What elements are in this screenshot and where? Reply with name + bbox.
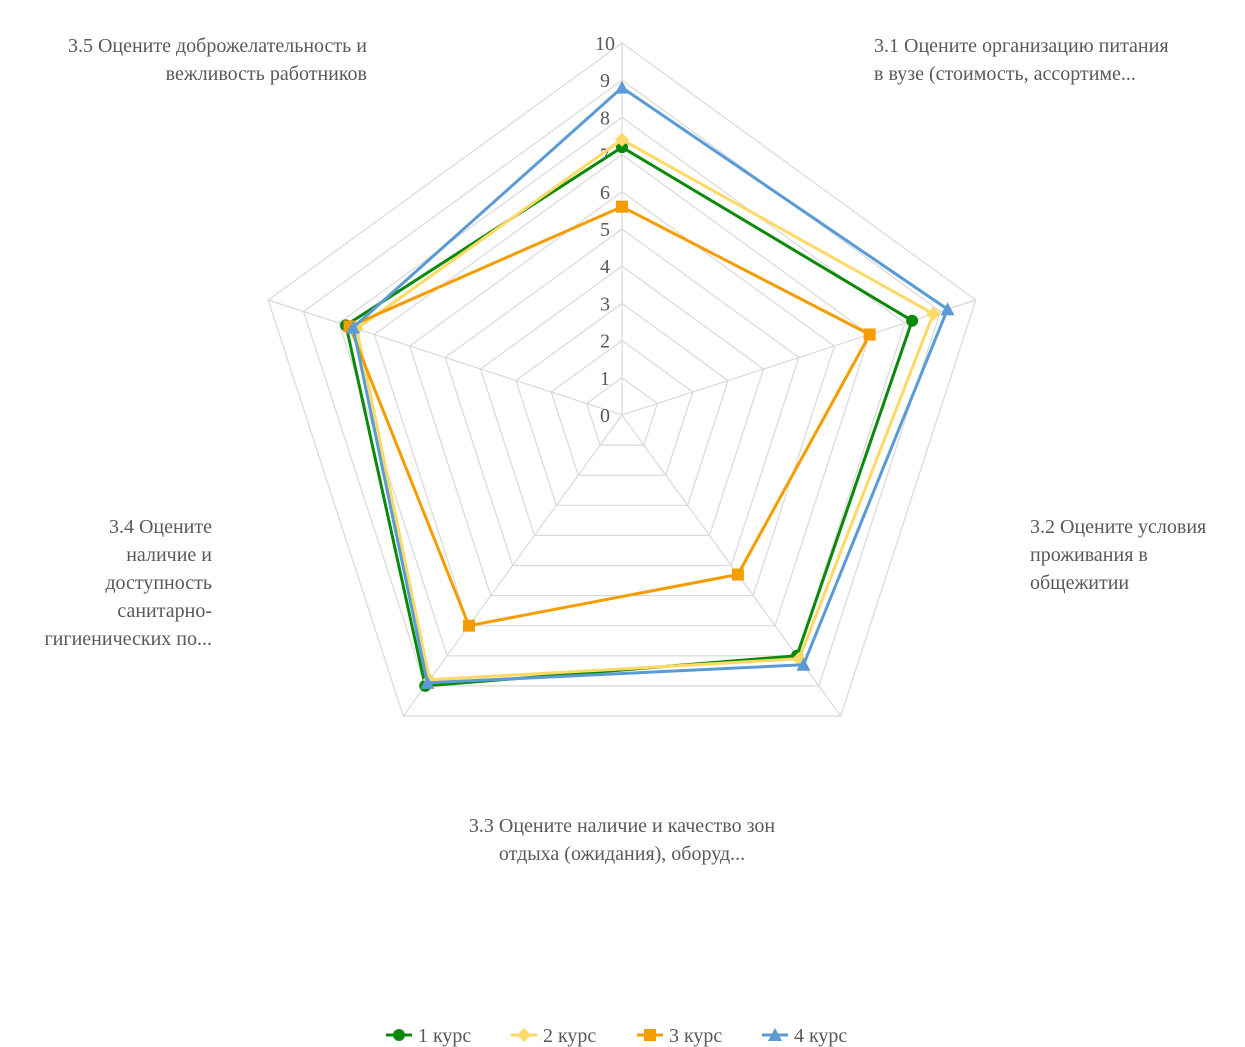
- category-label-3: 3.3 Оцените наличие и качество зон отдыха…: [469, 815, 775, 865]
- category-label-line: общежитии: [1030, 572, 1129, 594]
- grid-ring-2: [550, 339, 694, 476]
- tick-label: 2: [600, 331, 610, 353]
- series-3-point-3: [731, 568, 744, 581]
- legend-item-3: 3 курс: [637, 1025, 722, 1047]
- series-3-point-2: [863, 328, 876, 341]
- grid-ring-10: [267, 42, 977, 717]
- legend-item-1: 1 курс: [386, 1025, 471, 1047]
- category-labels: 3.1 Оцените организацию питания в вузе (с…: [44, 35, 1206, 865]
- series-2-point-2: [926, 306, 941, 321]
- grid-spoke-2: [621, 299, 976, 416]
- legend-marker: [644, 1029, 656, 1041]
- category-label-1: 3.1 Оцените организацию питания в вузе (с…: [874, 35, 1169, 85]
- series-1-point-1: [616, 141, 628, 154]
- category-label-line: 3.3 Оцените наличие и качество зон: [469, 815, 775, 837]
- legend-marker: [517, 1028, 531, 1042]
- category-label-line: гигиенических по...: [44, 628, 212, 650]
- legend-item-4: 4 курс: [762, 1025, 847, 1047]
- series-2: [349, 132, 941, 687]
- series-4-point-4: [420, 675, 435, 689]
- category-label-line: 3.4 Оцените: [109, 516, 212, 538]
- category-label-line: 3.5 Оцените доброжелательность и: [68, 35, 367, 57]
- series-line-4: [351, 86, 949, 685]
- tick-label: 4: [600, 256, 610, 278]
- legend-label: 2 курс: [543, 1025, 596, 1047]
- series-4: [346, 80, 955, 689]
- legend-label: 1 курс: [418, 1025, 471, 1047]
- category-label-line: вежливость работников: [166, 63, 367, 85]
- tick-label: 0: [600, 405, 610, 427]
- category-label-line: доступность: [105, 572, 212, 594]
- grid-ring-9: [302, 79, 942, 687]
- series-4-point-2: [940, 302, 955, 316]
- series-4-point-5: [346, 320, 361, 334]
- category-label-line: в вузе (стоимость, ассортиме...: [874, 63, 1136, 85]
- series-3-point-1: [616, 200, 628, 213]
- tick-label: 5: [600, 219, 610, 241]
- radial-tick-labels: 0 1 2 3 4 5 6 7 8 9 10: [595, 33, 615, 427]
- category-label-line: наличие и: [126, 544, 212, 566]
- series-1: [340, 141, 919, 692]
- category-label-line: 3.1 Оцените организацию питания: [874, 35, 1169, 57]
- grid-ring-1: [585, 377, 659, 446]
- series-2-point-1: [615, 132, 629, 147]
- grid-spoke-5: [268, 299, 623, 416]
- grid-ring-5: [444, 228, 800, 567]
- category-label-line: 3.2 Оцените условия: [1030, 516, 1206, 538]
- grid-ring-7: [373, 153, 871, 627]
- category-label-5: 3.5 Оцените доброжелательность и вежливос…: [68, 35, 367, 85]
- tick-label: 6: [600, 182, 610, 204]
- tick-label: 9: [600, 70, 610, 92]
- category-label-line: проживания в: [1030, 544, 1148, 566]
- legend-marker: [393, 1029, 405, 1041]
- series-1-point-2: [906, 314, 919, 327]
- legend-marker: [768, 1028, 782, 1041]
- category-label-2: 3.2 Оцените условия проживания в общежитии: [1030, 516, 1206, 594]
- tick-label: 1: [600, 368, 610, 390]
- legend-label: 3 курс: [669, 1025, 722, 1047]
- tick-label: 3: [600, 293, 610, 315]
- tick-label: 10: [595, 33, 615, 55]
- series-line-3: [348, 205, 872, 628]
- category-label-4: 3.4 Оцените наличие и доступность санитарно…: [44, 516, 212, 650]
- legend-label: 4 курс: [794, 1025, 847, 1047]
- series-4-point-1: [615, 80, 629, 94]
- grid-ring-3: [515, 302, 729, 506]
- series-line-2: [355, 138, 935, 682]
- legend: 1 курс 2 курс 3 курс 4 курс: [386, 1025, 847, 1047]
- grid-ring-4: [479, 265, 765, 537]
- series-4-point-3: [796, 657, 811, 671]
- tick-label: 7: [600, 145, 610, 167]
- category-label-line: отдыха (ожидания), оборуд...: [499, 843, 745, 865]
- series-3: [343, 200, 876, 632]
- tick-label: 8: [600, 107, 610, 129]
- series-3-point-4: [462, 619, 475, 632]
- category-label-line: санитарно-: [117, 600, 212, 622]
- series-layer: [340, 80, 955, 692]
- legend-item-2: 2 курс: [511, 1025, 596, 1047]
- grid-spoke-4: [402, 414, 623, 717]
